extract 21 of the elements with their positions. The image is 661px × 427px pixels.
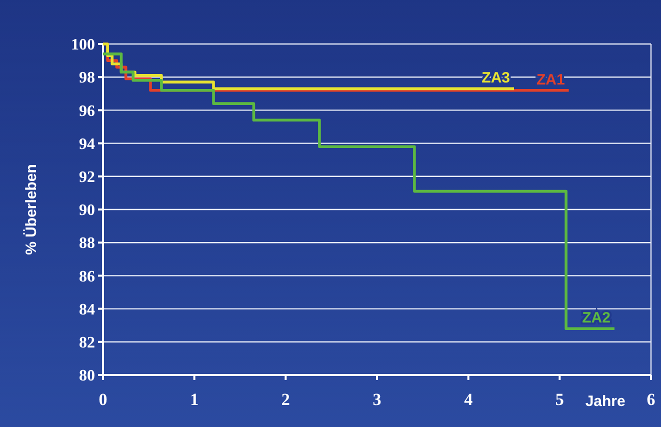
- x-tick-label: 2: [281, 390, 290, 409]
- y-tick-label: 84: [79, 301, 95, 318]
- x-tick-label: 0: [98, 390, 108, 409]
- y-axis-title: % Überleben: [23, 164, 40, 255]
- y-tick-label: 98: [79, 70, 95, 87]
- x-tick-label: 5: [555, 390, 564, 409]
- y-tick-label: 88: [79, 235, 95, 252]
- y-tick-label: 100: [71, 36, 95, 54]
- x-tick-label: 3: [372, 390, 382, 409]
- y-tick-label: 94: [79, 136, 95, 153]
- y-tick-label: 82: [79, 334, 95, 352]
- y-tick-label: 92: [79, 169, 95, 186]
- y-tick-label: 86: [79, 268, 95, 286]
- x-tick-label: 6: [646, 390, 656, 409]
- y-tick-label: 80: [79, 368, 95, 385]
- x-tick-label: 1: [190, 390, 199, 409]
- y-tick-label: 90: [79, 202, 95, 220]
- series-label: ZA2: [582, 310, 610, 327]
- x-tick-label: 4: [464, 390, 474, 409]
- y-tick-label: 96: [79, 102, 95, 120]
- x-axis-title: Jahre: [585, 393, 626, 410]
